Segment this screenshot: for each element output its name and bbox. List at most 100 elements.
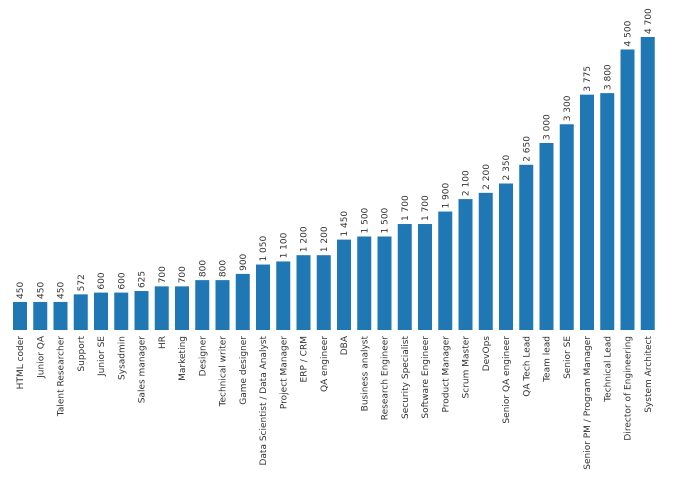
value-label-14: 1 200 <box>300 226 310 252</box>
bar-19 <box>397 224 412 330</box>
category-label-16: DBA <box>340 335 350 355</box>
category-label-0: HTML coder <box>16 336 26 390</box>
category-label-15: QA engineer <box>320 336 330 392</box>
value-label-23: 2 200 <box>482 164 492 190</box>
bar-28 <box>580 94 594 330</box>
value-label-5: 600 <box>117 272 127 289</box>
bar-24 <box>499 183 513 330</box>
value-label-28: 3 775 <box>583 66 593 92</box>
category-label-27: Senior SE <box>563 336 573 379</box>
bar-12 <box>256 264 270 330</box>
bar-17 <box>357 236 372 330</box>
value-label-17: 1 500 <box>360 207 370 233</box>
category-label-14: ERP / CRM <box>300 336 310 382</box>
bar-6 <box>134 291 149 330</box>
bars-group <box>13 37 655 330</box>
bar-22 <box>458 199 473 330</box>
bar-16 <box>337 239 351 330</box>
bar-26 <box>539 142 554 330</box>
value-label-30: 4 500 <box>624 20 634 46</box>
value-label-26: 3 000 <box>543 114 553 140</box>
value-label-15: 1 200 <box>320 226 330 252</box>
bar-4 <box>94 292 108 330</box>
value-label-21: 1 900 <box>441 183 451 209</box>
category-label-17: Business analyst <box>360 336 370 412</box>
bar-7 <box>154 286 169 330</box>
bar-18 <box>377 236 392 330</box>
category-label-5: Sysadmin <box>117 336 127 380</box>
value-label-19: 1 700 <box>401 195 411 221</box>
bar-2 <box>53 301 68 330</box>
value-label-24: 2 350 <box>502 154 512 180</box>
value-label-29: 3 800 <box>603 64 613 90</box>
bar-27 <box>559 124 574 330</box>
bar-31 <box>640 37 655 330</box>
value-labels-group: 450 450 450 572 600 600 625 700 700 800 800 900 1 05… <box>16 8 654 299</box>
category-label-25: QA Tech Lead <box>522 336 532 397</box>
category-labels-group: HTML coder Junior QA Talent Researcher Supp… <box>16 335 654 470</box>
bar-23 <box>478 192 493 330</box>
category-label-18: Research Engineer <box>381 336 391 421</box>
value-label-1: 450 <box>36 281 46 298</box>
category-label-13: Project Manager <box>279 336 289 409</box>
value-label-25: 2 650 <box>522 136 532 162</box>
bar-5 <box>114 292 129 330</box>
bar-9 <box>195 280 210 330</box>
bar-0 <box>13 301 27 330</box>
category-label-3: Support <box>77 336 87 372</box>
category-label-28: Senior PM / Program Manager <box>583 336 593 470</box>
value-label-10: 800 <box>219 260 229 277</box>
category-label-24: Senior QA engineer <box>502 336 512 424</box>
value-label-11: 900 <box>239 253 249 270</box>
value-label-13: 1 100 <box>279 232 289 258</box>
category-label-22: Scrum Master <box>462 336 472 399</box>
category-label-20: Software Engineer <box>421 336 431 419</box>
value-label-18: 1 500 <box>381 207 391 233</box>
category-label-29: Technical Lead <box>603 336 613 403</box>
value-label-2: 450 <box>57 281 67 298</box>
category-label-23: DevOps <box>482 336 492 372</box>
value-label-20: 1 700 <box>421 195 431 221</box>
category-label-11: Game designer <box>239 336 249 405</box>
category-label-1: Junior QA <box>36 335 46 379</box>
value-label-9: 800 <box>198 260 208 277</box>
value-label-6: 625 <box>138 271 148 288</box>
bar-21 <box>438 211 453 330</box>
bar-14 <box>296 255 311 330</box>
bar-30 <box>620 49 635 330</box>
category-label-7: HR <box>158 336 168 349</box>
category-label-12: Data Scientist / Data Analyst <box>259 336 269 466</box>
value-label-22: 2 100 <box>462 170 472 196</box>
bar-25 <box>519 164 534 330</box>
bar-15 <box>316 255 331 330</box>
category-label-10: Technical writer <box>219 336 229 408</box>
category-label-26: Team lead <box>543 336 553 383</box>
category-label-21: Product Manager <box>441 336 451 413</box>
value-label-4: 600 <box>97 272 107 289</box>
bar-3 <box>73 294 88 330</box>
bar-8 <box>175 286 189 330</box>
category-label-19: Security Specialist <box>401 336 411 419</box>
value-label-3: 572 <box>77 274 87 291</box>
category-label-4: Junior SE <box>97 336 107 377</box>
value-label-7: 700 <box>158 266 168 283</box>
value-label-31: 4 700 <box>644 8 654 34</box>
category-label-30: Director of Engineering <box>624 336 634 441</box>
value-label-8: 700 <box>178 266 188 283</box>
bar-20 <box>418 224 432 330</box>
category-label-2: Talent Researcher <box>57 336 67 417</box>
bar-10 <box>215 280 230 330</box>
bar-11 <box>235 273 250 330</box>
bar-13 <box>276 261 291 330</box>
category-label-31: System Architect <box>644 336 654 413</box>
category-label-9: Designer <box>198 336 208 377</box>
value-label-16: 1 450 <box>340 211 350 237</box>
value-label-0: 450 <box>16 281 26 298</box>
bar-1 <box>33 301 48 330</box>
bar-29 <box>600 93 615 330</box>
category-label-6: Sales manager <box>138 336 148 404</box>
value-label-12: 1 050 <box>259 236 269 262</box>
value-label-27: 3 300 <box>563 95 573 121</box>
